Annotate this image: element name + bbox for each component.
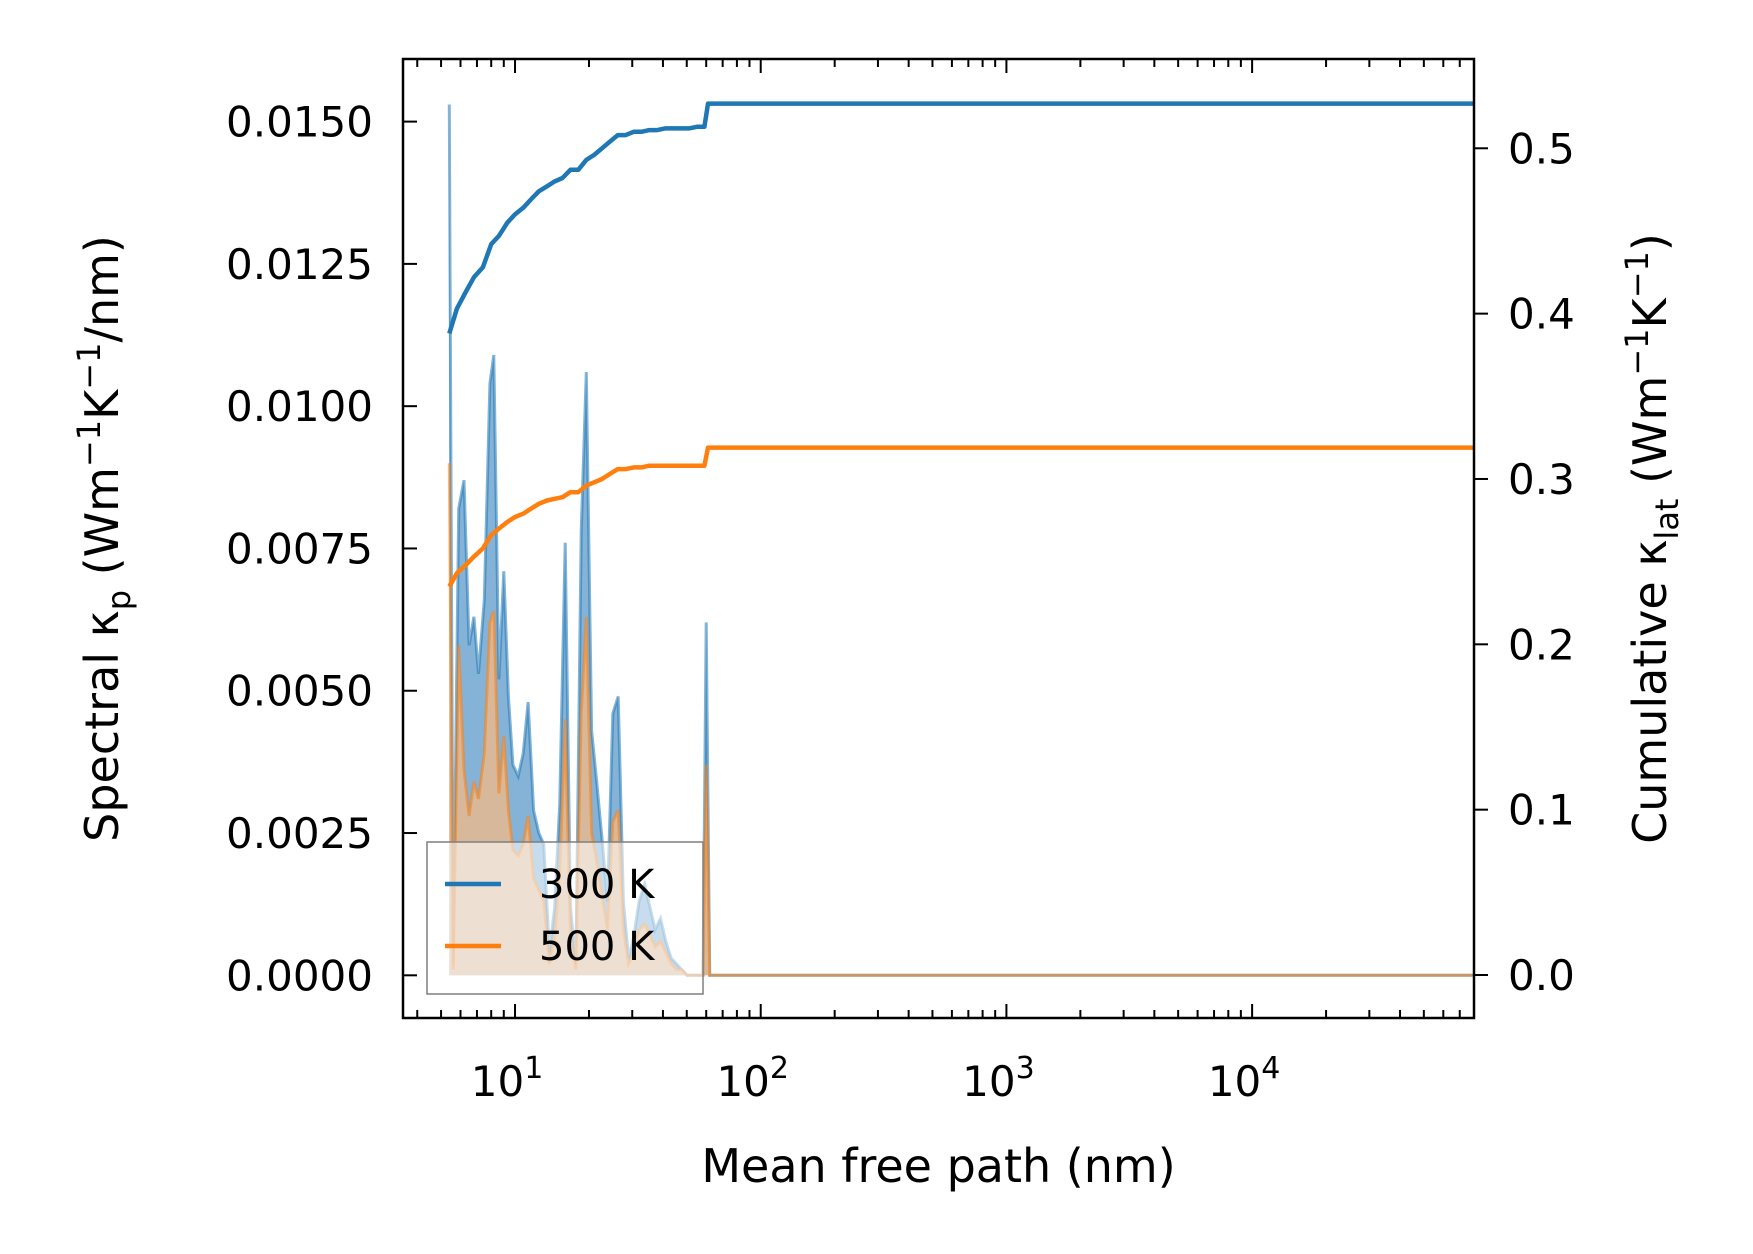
x-tick-exponent: 3 — [1016, 1051, 1035, 1086]
y-left-axis-title-part: −1 — [70, 343, 108, 390]
x-tick-label: 103 — [962, 1051, 1035, 1106]
legend-label: 300 K — [539, 862, 656, 908]
y-right-axis-title-part: K — [1623, 296, 1677, 328]
cumulative-line-300-K — [447, 101, 1474, 335]
y-right-axis-title-part: Cumulative κ — [1623, 540, 1677, 844]
y-left-tick-label: 0.0075 — [226, 524, 373, 573]
y-right-tick-label: 0.1 — [1508, 786, 1575, 835]
y-right-tick-label: 0.0 — [1508, 951, 1575, 1000]
x-tick-exponent: 4 — [1261, 1051, 1280, 1086]
y-left-axis-title-part: Spectral κ — [75, 610, 129, 842]
y-right-axis-title-part: ) — [1623, 233, 1677, 251]
y-left-tick-label: 0.0100 — [226, 382, 373, 431]
axes-layer — [401, 57, 1488, 1020]
x-axis-title: Mean free path (nm) — [701, 1139, 1175, 1193]
y-left-axis-title-part: (Wm — [75, 467, 129, 590]
x-tick-exponent: 2 — [770, 1051, 789, 1086]
y-left-axis-title-part: K — [75, 388, 129, 420]
x-tick-exponent: 1 — [524, 1051, 543, 1086]
y-left-tick-label: 0.0150 — [226, 98, 373, 147]
legend-box — [426, 841, 704, 995]
plot-frame — [401, 57, 1476, 1020]
y-left-tick-label: 0.0050 — [226, 667, 373, 716]
x-tick-base: 10 — [962, 1057, 1015, 1106]
legend-label: 500 K — [539, 924, 656, 970]
y-left-tick-label: 0.0000 — [226, 951, 373, 1000]
labels-layer: 101 102 103 1040.00000.00250.00500.00750.01… — [70, 98, 1686, 1193]
legend: 300 K 500 K — [426, 841, 704, 995]
y-left-axis-title-part: p — [100, 590, 138, 610]
y-right-axis-title-part: −1 — [1618, 251, 1656, 298]
x-tick-label: 104 — [1208, 1051, 1281, 1106]
y-right-axis-title-part: lat — [1648, 499, 1686, 540]
y-left-axis-title: Spectral κp (Wm−1K−1/nm) — [70, 235, 138, 842]
cumulative-line-500-K — [447, 445, 1474, 588]
y-right-tick-label: 0.5 — [1508, 124, 1575, 173]
x-tick-base: 10 — [716, 1057, 769, 1106]
y-right-axis-title: Cumulative κlat (Wm−1K−1) — [1618, 233, 1686, 844]
y-right-tick-label: 0.4 — [1508, 290, 1575, 339]
x-tick-base: 10 — [1208, 1057, 1261, 1106]
y-right-tick-label: 0.2 — [1508, 620, 1575, 669]
x-tick-label: 102 — [716, 1051, 789, 1106]
y-right-tick-label: 0.3 — [1508, 455, 1575, 504]
y-left-tick-label: 0.0125 — [226, 240, 373, 289]
y-right-axis-title-part: (Wm — [1623, 376, 1677, 499]
y-right-axis-title-part: −1 — [1618, 328, 1656, 375]
x-tick-base: 10 — [471, 1057, 524, 1106]
y-left-axis-title-part: −1 — [70, 420, 108, 467]
y-left-tick-label: 0.0025 — [226, 809, 373, 858]
y-left-axis-title-part: /nm) — [75, 235, 129, 342]
x-tick-label: 101 — [471, 1051, 544, 1106]
